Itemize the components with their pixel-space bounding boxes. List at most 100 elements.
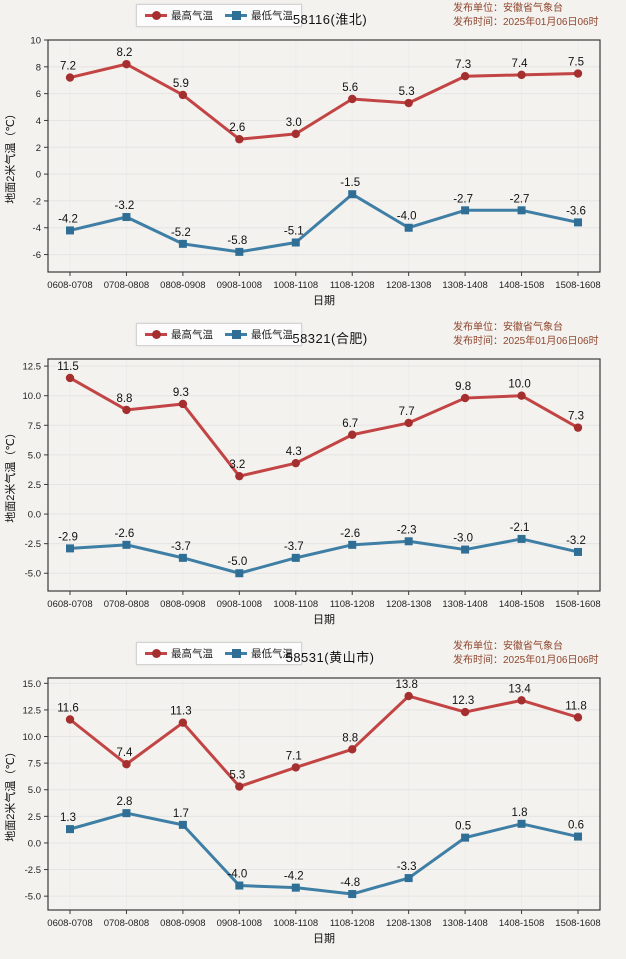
point-value-label: 11.8 [565,700,587,712]
point-value-label: -3.7 [171,541,191,553]
max-temp-line [69,376,579,478]
max-temp-point [235,471,244,481]
publisher-time: 发布时间：2025年01月06日06时 [453,655,599,666]
max-temp-point [517,70,526,80]
point-value-label: 11.3 [170,706,192,718]
point-value-label: -2.7 [510,193,530,205]
point-value-label: -3.7 [284,541,304,553]
point-value-label: 0.6 [568,820,584,832]
x-axis-title: 日期 [313,294,335,307]
point-value-label: -2.9 [58,531,78,543]
point-value-label: -2.1 [510,522,530,534]
min-temp-point [178,239,187,248]
y-tick-label: 5.0 [28,785,41,796]
point-value-label: -4.2 [284,871,304,883]
legend: 最高气温 最低气温 [136,4,302,27]
legend-item-min: 最低气温 [225,646,293,661]
chart-header: 最高气温 最低气温 58116(淮北) 发布单位：安徽省气象台 发布时间：202… [0,0,626,34]
y-axis-title: 地面2米气温（℃） [3,427,17,522]
min-temp-point [122,540,131,549]
publisher-unit: 发布单位：安徽省气象台 [453,3,563,14]
max-temp-point [348,94,357,104]
min-temp-point [574,218,582,227]
legend-max-label: 最高气温 [171,329,213,341]
max-temp-point [348,430,357,439]
point-value-label: 1.7 [173,808,189,820]
x-tick-label: 0608-0708 [47,599,92,610]
point-value-label: 10.0 [508,379,530,391]
legend-item-max: 最高气温 [145,8,213,23]
max-temp-point [178,90,188,100]
chart-header: 最高气温 最低气温 58321(合肥) 发布单位：安徽省气象台 发布时间：202… [0,319,626,353]
y-tick-label: 2 [36,143,41,154]
point-value-label: 12.3 [452,695,474,707]
max-temp-line [69,694,579,789]
max-temp-point [404,691,413,701]
max-temp-legend-marker-icon [145,649,167,658]
plot-frame [47,39,601,273]
min-temp-point [122,213,131,222]
legend-max-label: 最高气温 [171,648,213,660]
point-value-label: 5.3 [399,86,415,98]
point-value-label: -5.8 [227,235,247,247]
point-value-label: 7.4 [512,58,529,70]
point-value-label: 6.7 [342,418,358,430]
point-value-label: -3.2 [566,535,586,547]
min-temp-legend-marker-icon [225,649,247,658]
min-temp-point [235,881,244,890]
min-temp-point [178,820,187,829]
min-temp-point [178,553,187,562]
min-temp-line [69,537,579,575]
min-temp-point [461,833,470,842]
min-temp-point [66,544,74,553]
y-tick-label: 10.0 [23,391,42,402]
point-value-label: -4.0 [227,869,247,881]
point-value-label: 1.3 [60,812,76,824]
point-value-label: 7.4 [116,747,133,759]
legend-item-max: 最高气温 [145,646,213,661]
y-tick-label: -6 [33,250,41,261]
point-value-label: 3.0 [286,117,302,129]
x-tick-label: 1008-1108 [273,599,318,610]
y-tick-label: -4 [33,223,41,234]
max-temp-point [573,713,583,722]
legend-min-label: 最低气温 [251,10,293,22]
min-temp-point [348,890,357,899]
x-tick-label: 0708-0808 [104,599,149,610]
point-value-label: -3.0 [453,533,473,545]
y-tick-label: 10.0 [23,732,42,743]
y-tick-label: 0.0 [28,838,41,849]
station-title: 58116(淮北) [292,12,368,27]
temperature-chart-huangshan: 15.0 12.5 10.0 7.5 5.0 2.5 0.0 -2.5 -5.0 0608-070… [3,677,601,945]
x-tick-label: 1308-1408 [442,918,487,929]
max-temp-legend-marker-icon [145,330,167,339]
point-value-label: 2.6 [229,122,245,134]
point-value-label: 9.8 [455,381,471,393]
x-tick-label: 1408-1508 [499,599,544,610]
min-temp-point [517,206,526,215]
max-temp-point [291,763,300,772]
x-tick-label: 1508-1608 [555,599,600,610]
min-temp-line [69,192,579,254]
legend: 最高气温 最低气温 [136,323,302,346]
point-value-label: -5.0 [227,556,247,568]
y-tick-label: 7.5 [28,421,41,432]
point-value-label: 8.2 [116,47,132,59]
min-temp-point [291,883,300,892]
min-temp-point [461,206,470,215]
chart-header: 最高气温 最低气温 58531(黄山市) 发布单位：安徽省气象台 发布时间：20… [0,638,626,672]
max-temp-point [122,760,131,769]
max-temp-point [348,745,357,754]
min-temp-point [404,874,413,883]
point-value-label: 8.8 [116,393,132,405]
temperature-chart-huaibei: 10 8 6 4 2 0 -2 -4 -6 0608-0708 0708-0808 0808-0908… [3,36,601,308]
point-value-label: 7.2 [60,61,76,73]
x-tick-label: 1308-1408 [442,280,487,291]
point-value-label: 11.5 [57,361,79,373]
x-tick-label: 1508-1608 [555,280,600,291]
min-temp-legend-marker-icon [225,330,247,339]
max-temp-point [573,423,583,432]
x-tick-label: 1208-1308 [386,280,431,291]
x-tick-label: 0908-1008 [217,280,262,291]
min-temp-point [348,540,357,549]
